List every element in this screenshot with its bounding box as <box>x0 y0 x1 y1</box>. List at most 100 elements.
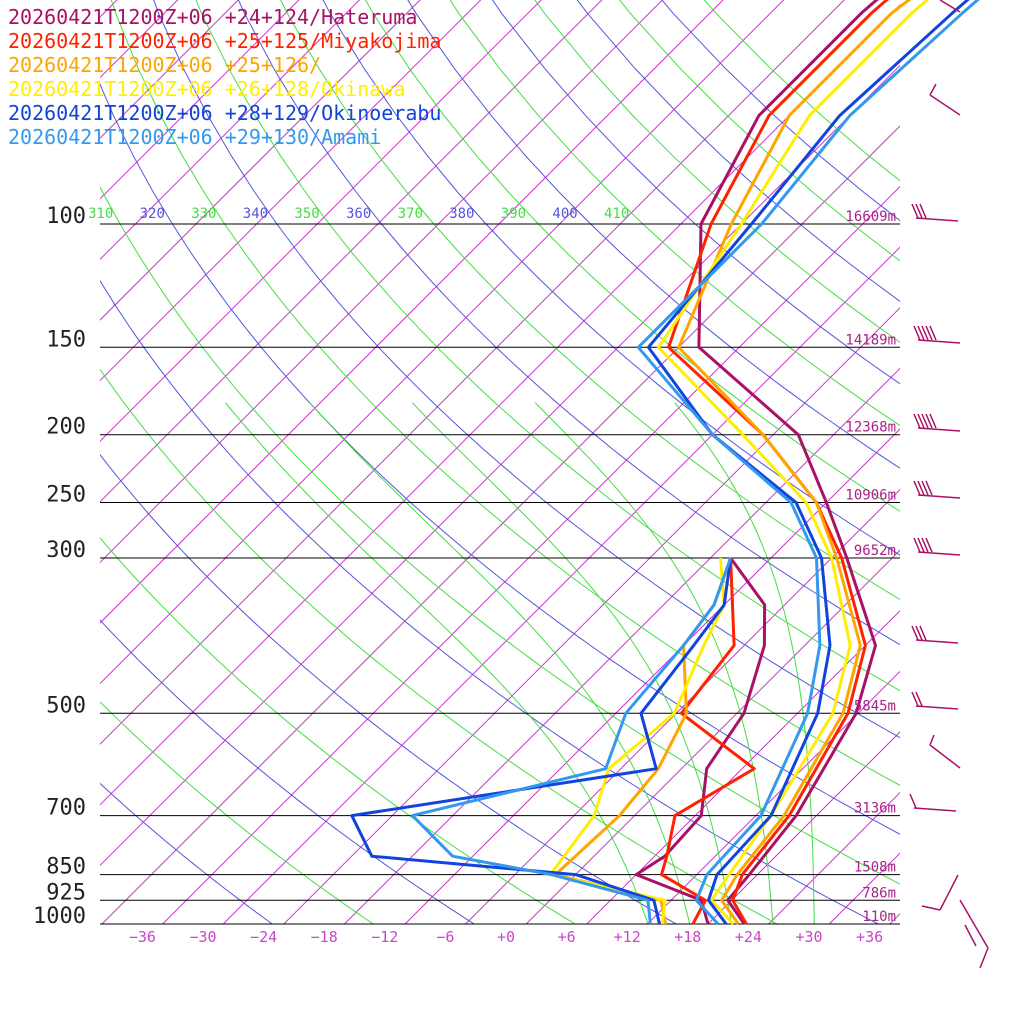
dry-adiabat-line <box>100 619 476 924</box>
wind-barb <box>929 94 961 116</box>
isotherm-line <box>100 0 482 382</box>
theta-label: 380 <box>449 206 474 222</box>
wind-barb <box>939 874 959 911</box>
temperature-profile-1 <box>667 0 889 925</box>
theta-label: 390 <box>501 206 526 222</box>
dewpoint-profile-5 <box>410 557 733 925</box>
theta-label: 350 <box>294 206 319 222</box>
moist-adiabat-line <box>309 402 691 924</box>
temp-tick-label: +6 <box>558 928 576 946</box>
height-label: 786m <box>862 885 896 901</box>
pressure-label: 200 <box>46 415 86 440</box>
temp-tick-label: −30 <box>189 928 216 946</box>
theta-label: 330 <box>191 206 216 222</box>
theta-label: 400 <box>552 206 577 222</box>
isotherm-line <box>343 367 900 924</box>
legend: 20260421T1200Z+06 +24+124/Hateruma 202604… <box>8 5 441 149</box>
dry-adiabat-line <box>100 279 880 924</box>
height-label: 1508m <box>854 860 896 876</box>
temp-tick-label: −12 <box>371 928 398 946</box>
wind-barb <box>979 947 989 969</box>
temp-tick-label: −36 <box>129 928 156 946</box>
isotherm-line <box>828 852 900 924</box>
height-label: 16609m <box>845 209 896 225</box>
pressure-label: 1000 <box>33 904 86 929</box>
isotherm-line <box>525 549 900 924</box>
isotherm-line <box>936 0 1024 939</box>
wind-barb <box>913 537 961 556</box>
dry-adiabat-line <box>153 0 900 739</box>
temp-tick-label: +12 <box>614 928 641 946</box>
legend-entry: 20260421T1200Z+06 +24+124/Hateruma <box>8 5 418 29</box>
dry-adiabat-line <box>100 83 900 835</box>
dry-adiabat-line <box>237 0 900 646</box>
temperature-profile-0 <box>697 0 879 925</box>
isotherm-line <box>100 0 239 139</box>
dry-adiabat-line <box>491 0 900 385</box>
isotherm-line <box>100 0 785 685</box>
dry-adiabat-line <box>407 0 900 469</box>
wind-barb <box>964 924 977 947</box>
wind-barb-column <box>909 0 989 969</box>
isotherm-line <box>100 0 724 624</box>
isotherm-line <box>100 0 603 503</box>
wind-barb <box>929 83 937 96</box>
height-label: 9652m <box>854 543 896 559</box>
wind-barb <box>913 325 961 344</box>
isotherm-line <box>100 0 845 745</box>
legend-entry: 20260421T1200Z+06 +26+128/Okinawa <box>8 77 406 101</box>
height-label: 3136m <box>854 801 896 817</box>
wind-barb <box>909 793 957 812</box>
height-label: 12368m <box>845 420 896 436</box>
wind-barb <box>959 899 989 949</box>
temperature-profile-4 <box>646 0 970 925</box>
isotherm-line <box>889 913 900 924</box>
wind-barb <box>911 691 959 710</box>
wind-barb <box>939 0 961 13</box>
isotherm-line <box>707 731 900 924</box>
legend-entry: 20260421T1200Z+06 +25+126/ <box>8 53 322 77</box>
wind-barb <box>921 905 941 911</box>
wind-barb <box>913 480 961 499</box>
theta-label: 360 <box>346 206 371 222</box>
theta-label: 340 <box>243 206 268 222</box>
wind-barb <box>929 744 961 769</box>
moist-adiabat-line <box>534 402 774 924</box>
isotherm-line <box>161 185 900 924</box>
temp-tick-label: +30 <box>795 928 822 946</box>
isotherm-line <box>586 610 900 924</box>
legend-entry: 20260421T1200Z+06 +28+129/Okinoerabu <box>8 101 442 125</box>
pressure-label: 700 <box>46 796 86 821</box>
temperature-profile-5 <box>636 0 980 926</box>
pressure-label: 100 <box>46 204 86 229</box>
dry-adiabat-line <box>100 782 274 924</box>
wind-barb <box>911 625 959 644</box>
dry-adiabat-line <box>280 0 900 601</box>
height-label: 5845m <box>854 698 896 714</box>
dry-adiabat-line <box>100 537 577 924</box>
theta-label: 320 <box>140 206 165 222</box>
temp-tick-label: +18 <box>674 928 701 946</box>
wind-barb <box>913 413 961 432</box>
dewpoint-profile-0 <box>634 557 767 925</box>
temp-tick-label: −24 <box>250 928 277 946</box>
pressure-label: 150 <box>46 327 86 352</box>
temp-tick-label: +0 <box>497 928 515 946</box>
isotherm-line <box>464 488 900 924</box>
wind-barb <box>911 203 959 222</box>
temp-tick-label: +24 <box>735 928 762 946</box>
theta-label: 370 <box>398 206 423 222</box>
isotherm-line <box>100 0 361 261</box>
isotherm-line <box>101 125 900 924</box>
dry-adiabat-line <box>703 0 900 182</box>
dry-adiabat-line <box>100 701 375 924</box>
wind-barb <box>929 734 935 746</box>
height-label: 10906m <box>845 488 896 504</box>
profile-layer <box>350 0 980 926</box>
temp-tick-label: −18 <box>311 928 338 946</box>
dry-adiabat-line <box>195 0 900 692</box>
temperature-profile-3 <box>657 0 930 926</box>
isotherm-line <box>100 0 421 321</box>
height-label: 14189m <box>845 332 896 348</box>
